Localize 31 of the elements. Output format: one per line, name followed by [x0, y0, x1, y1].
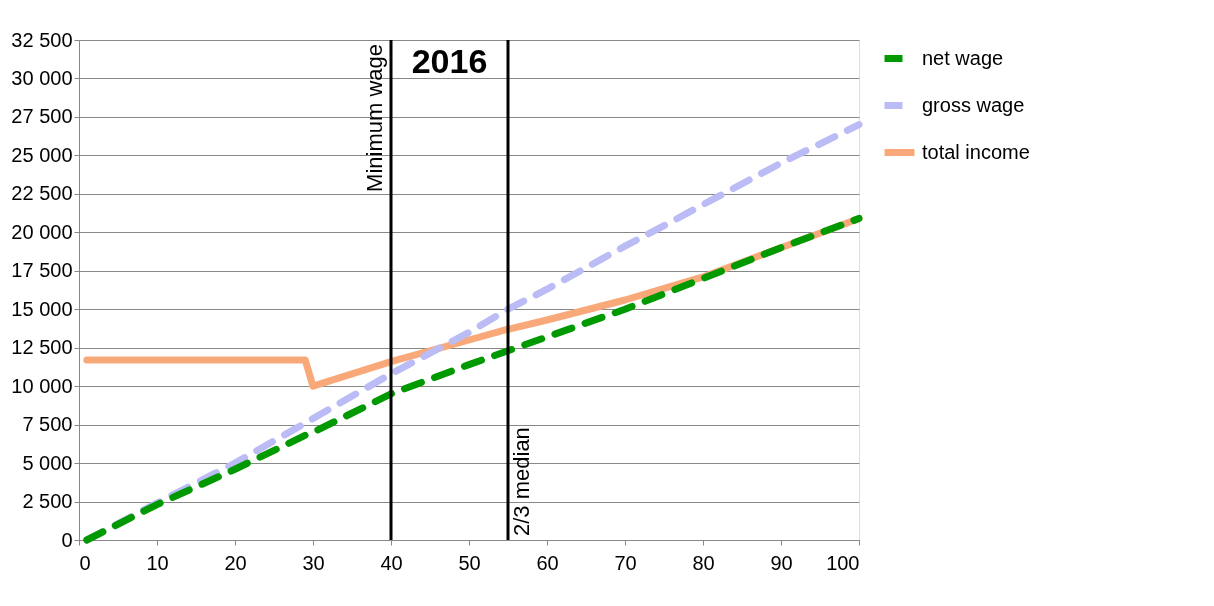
y-tick-label: 2 500 — [22, 490, 73, 513]
y-tick-label: 22 500 — [11, 182, 73, 205]
x-tick-label: 50 — [458, 551, 481, 574]
annotation: 2016 — [411, 42, 488, 80]
y-tick-label: 32 500 — [11, 28, 73, 51]
x-tick-label: 80 — [692, 551, 715, 574]
legend-label: total income — [922, 140, 1030, 163]
ref-line-label: 2/3 median — [509, 427, 534, 536]
x-tick-label: 60 — [536, 551, 559, 574]
y-tick-label: 27 500 — [11, 105, 73, 128]
x-tick-label: 10 — [146, 551, 169, 574]
legend-label: gross wage — [922, 93, 1025, 116]
x-tick-label: 30 — [302, 551, 325, 574]
legend-label: net wage — [922, 46, 1004, 69]
x-tick-label: 0 — [79, 551, 91, 574]
x-tick-label: 20 — [224, 551, 247, 574]
x-tick-label: 100 — [826, 551, 860, 574]
x-tick-label: 40 — [380, 551, 403, 574]
y-tick-label: 0 — [61, 528, 73, 551]
y-tick-label: 15 000 — [11, 297, 73, 320]
y-tick-label: 30 000 — [11, 66, 73, 89]
y-tick-label: 25 000 — [11, 143, 73, 166]
y-tick-label: 17 500 — [11, 259, 73, 282]
y-tick-label: 12 500 — [11, 336, 73, 359]
x-tick-label: 70 — [614, 551, 637, 574]
ref-line-label: Minimum wage — [362, 44, 387, 192]
y-tick-label: 20 000 — [11, 220, 73, 243]
y-tick-label: 7 500 — [22, 413, 73, 436]
x-tick-label: 90 — [770, 551, 793, 574]
y-tick-label: 10 000 — [11, 374, 73, 397]
y-tick-label: 5 000 — [22, 451, 73, 474]
